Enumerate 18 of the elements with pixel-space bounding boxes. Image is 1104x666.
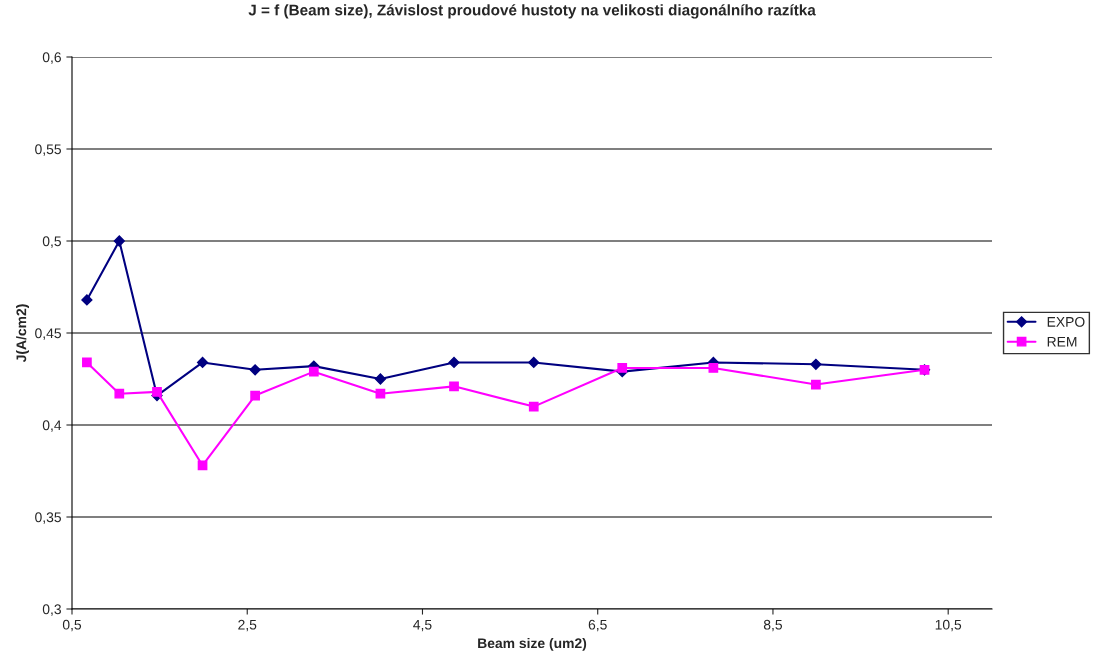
- y-tick-label: 0,55: [35, 144, 61, 156]
- x-tick-label: 8,5: [763, 619, 783, 632]
- y-tick-label: 0,45: [35, 328, 61, 340]
- x-tick-label: 10,5: [935, 619, 962, 632]
- y-tick-label: 0,6: [42, 52, 61, 64]
- x-tick-label: 6,5: [588, 619, 607, 632]
- x-tick-label: 4,5: [413, 619, 432, 632]
- legend-label: REM: [1047, 336, 1077, 347]
- chart-title: J = f (Beam size), Závislost proudové hustoty na velikosti diagonálního razítka: [248, 4, 816, 19]
- y-tick-label: 0,3: [42, 604, 61, 616]
- legend-label: EXPO: [1047, 316, 1085, 327]
- y-tick-label: 0,4: [42, 420, 62, 432]
- y-tick-label: 0,35: [35, 512, 61, 524]
- x-axis-title: Beam size (um2): [478, 637, 587, 651]
- y-tick-label: 0,5: [42, 236, 61, 248]
- x-tick-label: 0,5: [62, 619, 82, 632]
- y-axis-title: J(A/cm2): [16, 304, 29, 363]
- x-tick-label: 2,5: [238, 619, 257, 632]
